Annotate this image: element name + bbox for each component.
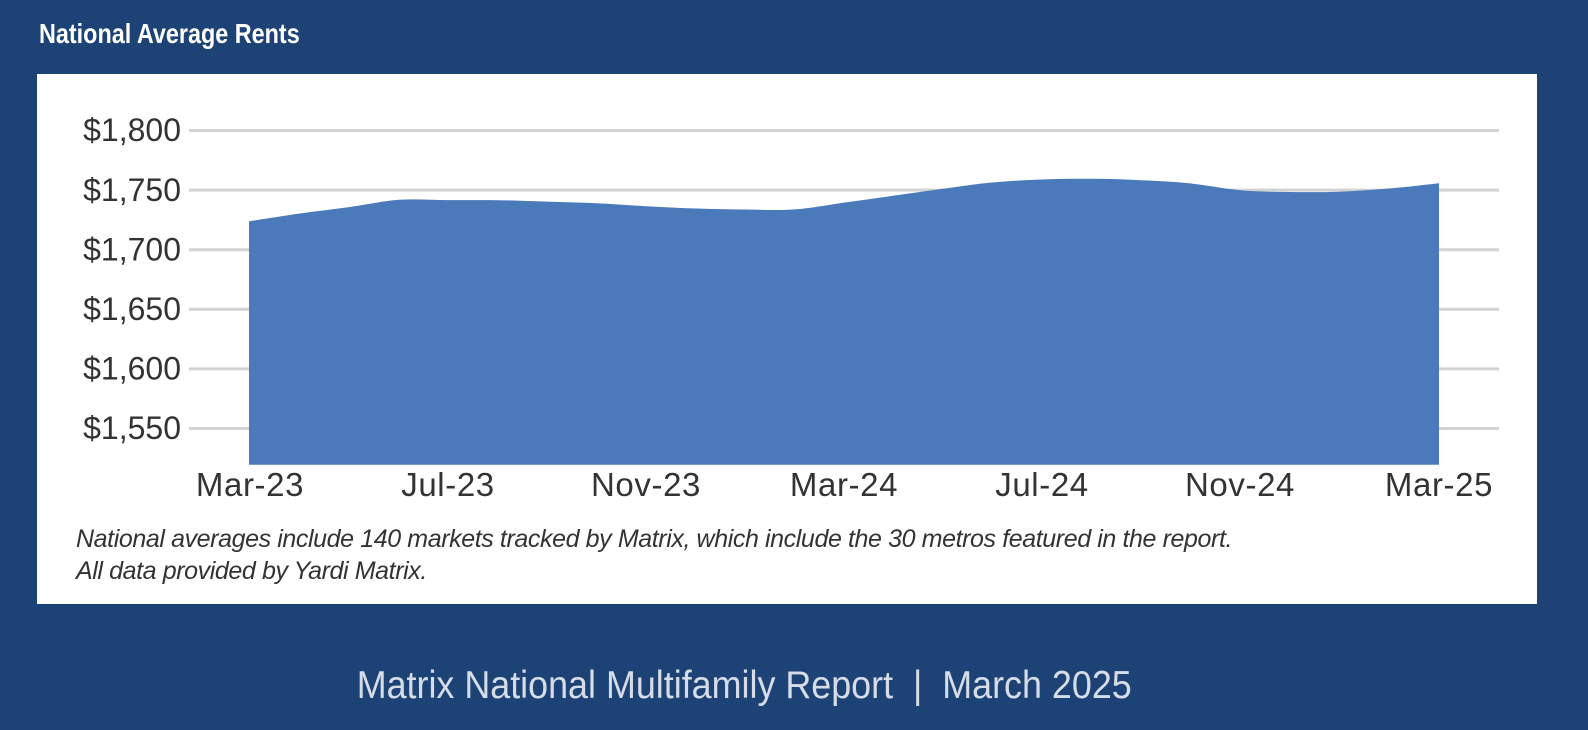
svg-text:Jul-23: Jul-23 — [401, 466, 494, 503]
svg-text:Mar-25: Mar-25 — [1385, 466, 1493, 503]
svg-text:$1,600: $1,600 — [83, 351, 181, 387]
svg-text:Mar-24: Mar-24 — [790, 466, 898, 503]
svg-text:$1,700: $1,700 — [83, 231, 181, 267]
svg-text:Mar-23: Mar-23 — [196, 466, 304, 503]
svg-text:$1,650: $1,650 — [83, 291, 181, 327]
svg-text:Jul-24: Jul-24 — [995, 466, 1088, 503]
svg-text:Nov-24: Nov-24 — [1185, 466, 1295, 503]
svg-text:Nov-23: Nov-23 — [591, 466, 701, 503]
svg-text:$1,750: $1,750 — [83, 172, 181, 208]
svg-text:$1,800: $1,800 — [83, 112, 181, 148]
svg-text:$1,550: $1,550 — [83, 410, 181, 446]
